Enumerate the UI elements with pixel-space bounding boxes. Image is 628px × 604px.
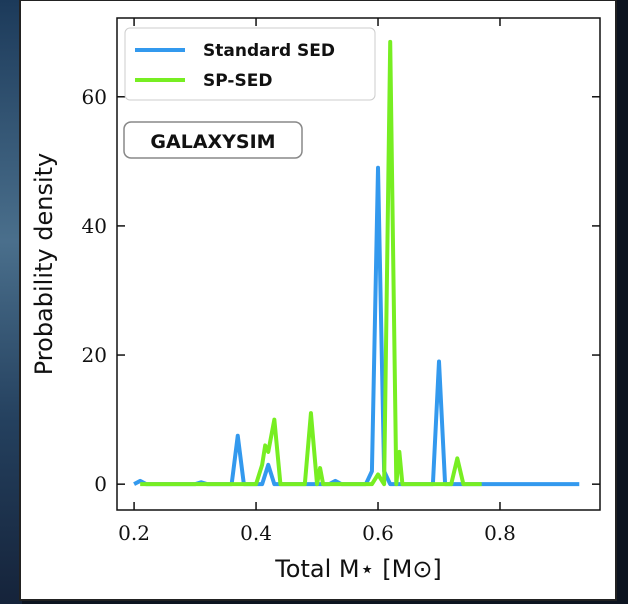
- annotation-box: [123, 121, 303, 159]
- x-tick-label: 0.2: [118, 521, 150, 545]
- x-axis-label: Total M⋆ [M⊙]: [274, 555, 442, 583]
- series-line: [140, 39, 482, 487]
- legend-box: [124, 27, 376, 101]
- y-tick-label: 20: [82, 343, 107, 367]
- x-tick-label: 0.8: [484, 521, 516, 545]
- galaxy-background: [0, 0, 22, 604]
- chart: 0 20 40 60 0.2 0.4 0.6 0.8 Standard SED SP-SED GAL…: [30, 17, 601, 583]
- y-tick-label: 60: [82, 85, 107, 109]
- y-tick-label: 40: [82, 214, 107, 238]
- y-tick-label: 0: [94, 472, 107, 496]
- y-axis-label: Probability density: [30, 153, 58, 376]
- legend-label: SP-SED: [203, 71, 272, 91]
- plot-frame: [116, 17, 601, 511]
- x-tick-label: 0.4: [240, 521, 272, 545]
- annotation: GALAXYSIM: [150, 131, 275, 153]
- x-tick-label: 0.6: [362, 521, 394, 545]
- legend-label: Standard SED: [203, 41, 335, 61]
